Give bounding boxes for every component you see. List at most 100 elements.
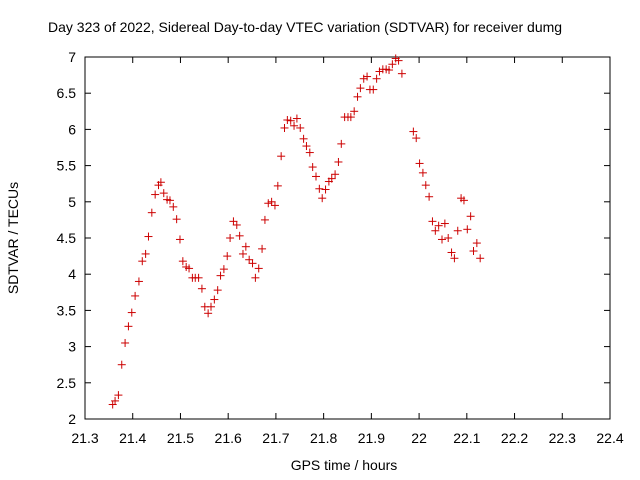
data-point <box>372 74 381 83</box>
data-point <box>254 264 263 273</box>
data-point <box>447 248 456 257</box>
data-point <box>134 277 143 286</box>
data-point <box>434 221 443 230</box>
y-tick-label: 3.5 <box>57 302 77 318</box>
x-tick-label: 21.4 <box>119 430 146 446</box>
data-point <box>292 114 301 123</box>
data-point <box>151 190 160 199</box>
data-point <box>346 113 355 122</box>
data-point <box>308 163 317 172</box>
data-point <box>428 217 437 226</box>
data-point <box>299 134 308 143</box>
data-point <box>245 255 254 264</box>
data-point <box>277 152 286 161</box>
data-point <box>459 196 468 205</box>
data-point <box>337 139 346 148</box>
data-point <box>210 295 219 304</box>
data-point <box>450 254 459 263</box>
data-point <box>425 192 434 201</box>
data-point <box>185 264 194 273</box>
data-series-sdtvar <box>108 54 485 409</box>
data-point <box>431 226 440 235</box>
x-tick-label: 21.7 <box>262 430 289 446</box>
x-axis-label: GPS time / hours <box>291 457 398 473</box>
x-tick-label: 22 <box>411 430 427 446</box>
y-tick-label: 2 <box>68 411 76 427</box>
data-point <box>453 226 462 235</box>
data-point <box>394 56 403 65</box>
data-point <box>219 265 228 274</box>
data-point <box>165 196 174 205</box>
y-axis: 2 2.5 3 3.5 4 4.5 5 5.5 6 6.5 7 <box>57 49 610 427</box>
data-point <box>327 174 336 183</box>
data-point <box>440 219 449 228</box>
data-point <box>397 69 406 78</box>
y-tick-label: 6 <box>68 121 76 137</box>
data-point <box>114 391 123 400</box>
chart-title: Day 323 of 2022, Sidereal Day-to-day VTE… <box>48 19 562 35</box>
data-point <box>334 157 343 166</box>
data-point <box>331 170 340 179</box>
data-point <box>312 172 320 181</box>
x-tick-label: 21.8 <box>310 430 337 446</box>
data-point <box>273 181 282 190</box>
data-point <box>302 142 311 151</box>
data-point <box>444 234 453 242</box>
data-point <box>369 85 378 94</box>
data-point <box>286 116 295 125</box>
data-point <box>121 338 130 347</box>
data-point <box>178 257 187 266</box>
x-axis: 21.3 21.4 21.5 21.6 21.7 21.8 21.9 22 22.1 22.2 22… <box>71 57 624 446</box>
data-point <box>280 123 289 132</box>
data-point <box>356 84 365 93</box>
data-point <box>159 189 168 198</box>
data-point <box>241 242 250 251</box>
data-point <box>409 127 418 136</box>
data-point <box>353 92 362 101</box>
data-point <box>421 181 430 190</box>
data-point <box>270 201 279 210</box>
data-point <box>283 115 292 124</box>
data-point <box>156 178 165 187</box>
data-point <box>216 271 225 280</box>
y-tick-label: 3 <box>68 339 76 355</box>
data-point <box>111 396 120 405</box>
data-point <box>172 215 181 224</box>
data-point <box>350 107 359 116</box>
data-point <box>213 286 222 295</box>
y-tick-label: 5.5 <box>57 158 77 174</box>
data-point <box>418 168 427 177</box>
x-tick-label: 21.9 <box>358 430 385 446</box>
data-point <box>251 273 260 282</box>
data-point <box>124 322 133 331</box>
y-tick-label: 4 <box>68 266 76 282</box>
data-point <box>144 232 153 241</box>
data-point <box>138 257 147 266</box>
data-point <box>131 291 140 300</box>
data-point <box>264 199 273 208</box>
data-point <box>194 273 203 282</box>
data-point <box>290 121 299 130</box>
y-tick-label: 4.5 <box>57 230 77 246</box>
x-tick-label: 22.2 <box>501 430 528 446</box>
data-point <box>412 134 421 143</box>
data-point <box>463 225 472 234</box>
x-tick-label: 22.3 <box>549 430 576 446</box>
x-tick-label: 21.3 <box>71 430 98 446</box>
data-point <box>260 215 269 224</box>
data-point <box>385 66 394 75</box>
y-tick-label: 6.5 <box>57 85 77 101</box>
data-point <box>127 308 136 317</box>
data-point <box>204 309 213 318</box>
data-point <box>315 184 324 193</box>
data-point <box>466 212 475 221</box>
data-point <box>117 360 126 369</box>
y-tick-label: 5 <box>68 194 76 210</box>
data-point <box>223 252 232 261</box>
data-point <box>267 197 276 206</box>
y-tick-label: 2.5 <box>57 375 77 391</box>
data-point <box>472 239 481 248</box>
x-tick-label: 21.5 <box>167 430 194 446</box>
